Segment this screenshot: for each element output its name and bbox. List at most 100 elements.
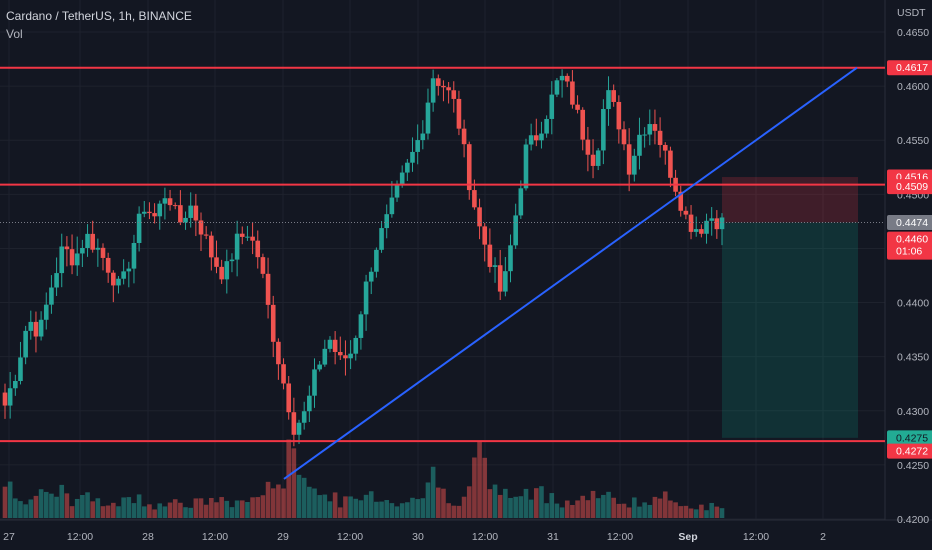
price-axis[interactable]: 0.46500.46000.45500.45000.44500.44000.43… — [897, 7, 929, 526]
candle-body — [74, 253, 80, 266]
candle-body — [250, 236, 255, 241]
time-tick-label: 30 — [412, 531, 424, 543]
price-tick-label: 0.4600 — [897, 81, 929, 93]
volume-bar — [363, 494, 369, 518]
candle-body — [43, 304, 49, 320]
time-tick-label: 12:00 — [472, 531, 498, 543]
volume-bar — [595, 498, 601, 518]
volume-bar — [33, 495, 39, 518]
horizontal-levels[interactable] — [0, 66, 885, 443]
candle-body — [152, 213, 157, 217]
candle-body — [95, 247, 101, 250]
volume-bar — [451, 505, 457, 518]
label-top-resistance-bg — [887, 60, 932, 76]
volume-bar — [234, 500, 240, 518]
candle-body — [590, 154, 596, 166]
volume-bar — [307, 486, 312, 518]
volume-bar — [224, 500, 230, 518]
candle-body — [575, 104, 580, 110]
take-profit-zone — [722, 222, 858, 438]
candle-body — [162, 198, 168, 204]
volume-bar — [714, 506, 720, 518]
volume-bar — [172, 499, 178, 518]
volume-bar — [80, 494, 85, 518]
candle-body — [69, 249, 75, 266]
time-axis[interactable]: 27 12:00 28 12:00 29 12:00 30 12:00 31 12:00 Sep 12… — [3, 531, 826, 543]
volume-bar — [198, 498, 204, 518]
candle-body — [642, 134, 647, 136]
volume-bar — [461, 496, 467, 518]
label-top-resistance-text: 0.4617 — [896, 62, 928, 74]
volume-bar — [668, 500, 673, 518]
candle-body — [564, 75, 570, 82]
volume-bar — [585, 500, 591, 518]
volume-bar — [704, 510, 709, 518]
volume-bar — [126, 497, 132, 518]
volume-bar — [435, 487, 441, 518]
volume-bar — [152, 509, 157, 518]
volume-bar — [327, 501, 333, 518]
volume-bar — [709, 502, 714, 518]
candle-body — [508, 245, 513, 272]
candle-body — [616, 101, 622, 130]
candle-body — [688, 214, 694, 232]
candle-body — [559, 75, 565, 81]
volume-bar — [637, 506, 642, 518]
time-tick-label: 12:00 — [607, 531, 633, 543]
volume-bar — [219, 497, 224, 518]
candle-body — [523, 144, 529, 189]
volume-bar — [678, 506, 684, 518]
candle-body — [585, 139, 591, 155]
volume-bar — [301, 477, 307, 518]
candle-body — [2, 392, 8, 406]
candle-body — [621, 129, 627, 145]
candle-body — [358, 314, 364, 338]
candle-body — [121, 271, 126, 279]
candle-body — [461, 128, 467, 145]
candle-body — [343, 355, 348, 359]
candle-body — [487, 244, 493, 267]
volume-bar — [559, 507, 565, 518]
volume-bar — [317, 495, 322, 518]
candle-body — [441, 85, 446, 88]
candle-body — [105, 257, 111, 273]
time-tick-label: 12:00 — [67, 531, 93, 543]
candle-body — [301, 411, 307, 423]
candle-body — [136, 213, 142, 243]
volume-bar — [662, 491, 668, 518]
candle-body — [435, 78, 441, 86]
volume-bar — [358, 500, 364, 518]
volume-bar — [374, 501, 379, 518]
volume-bar — [312, 488, 317, 518]
candle-body — [611, 90, 616, 102]
candle-body — [59, 246, 65, 274]
volume-bar — [193, 498, 199, 518]
volume-bar — [239, 500, 245, 518]
candle-body — [420, 133, 426, 141]
candle-body — [255, 240, 261, 258]
candle-body — [683, 210, 689, 215]
candle-body — [198, 220, 204, 235]
volume-bar — [590, 490, 596, 518]
trendline-layer[interactable] — [283, 66, 858, 480]
volume-bar — [652, 496, 658, 518]
symbol-title: Cardano / TetherUS, 1h, BINANCE — [6, 9, 192, 23]
candle-body — [647, 124, 653, 135]
volume-bar — [23, 504, 28, 518]
candle-body — [291, 412, 297, 435]
candle-body — [116, 278, 121, 286]
candle-body — [693, 229, 699, 232]
volume-bar — [539, 486, 544, 518]
candle-body — [595, 150, 601, 166]
volume-bar — [394, 506, 400, 518]
price-tick-label: 0.4350 — [897, 352, 929, 364]
volume-bar — [49, 493, 54, 518]
volume-bar — [157, 503, 163, 518]
candle-body — [317, 364, 322, 370]
time-tick-label: 12:00 — [337, 531, 363, 543]
candle-body — [126, 268, 132, 272]
candle-body — [270, 304, 276, 342]
price-tick-label: 0.4550 — [897, 135, 929, 147]
candle-body — [54, 273, 59, 288]
